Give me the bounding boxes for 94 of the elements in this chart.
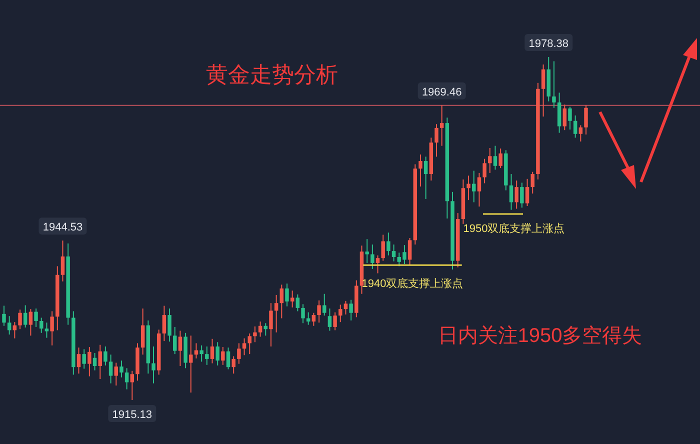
candlestick [338, 304, 342, 323]
candlestick [205, 346, 209, 366]
chart-title: 黄金走势分析 [206, 62, 338, 87]
candlestick [50, 310, 54, 346]
candlestick [34, 308, 38, 328]
candlestick [168, 308, 172, 342]
candlestick [333, 312, 337, 331]
candlestick [237, 342, 241, 364]
candlestick [434, 124, 438, 158]
candlestick [520, 182, 524, 208]
candlestick [253, 326, 257, 343]
candlestick [258, 321, 262, 338]
candlestick [365, 238, 369, 264]
candlestick [28, 308, 33, 336]
candlestick [381, 234, 385, 262]
candlestick [552, 60, 556, 108]
annotation: 日内关注1950多空得失 [438, 325, 642, 347]
candlestick [392, 244, 396, 262]
candlestick [370, 244, 374, 270]
candlestick [104, 346, 108, 366]
candlestick [40, 317, 44, 334]
candlestick [216, 342, 220, 366]
candlestick [130, 370, 134, 400]
candlestick [488, 147, 492, 174]
candlestick [82, 348, 86, 370]
candlestick [124, 368, 129, 390]
candlestick [269, 302, 273, 347]
candlestick [573, 114, 578, 138]
candlestick [248, 332, 252, 355]
candlestick [44, 322, 49, 338]
candlestick [509, 174, 514, 210]
candlestick [140, 308, 145, 356]
candlestick [472, 170, 476, 203]
candlestick [114, 362, 118, 386]
candlestick [88, 346, 92, 377]
candlestick [386, 232, 390, 256]
candlestick [477, 172, 482, 208]
candlestick [498, 148, 502, 169]
candlestick [557, 92, 562, 134]
candlestick [328, 308, 332, 332]
annotation: 1950双底支撑上涨点 [463, 222, 565, 235]
candlestick [317, 300, 321, 324]
candlestick [242, 338, 246, 356]
candlestick [189, 335, 193, 394]
candlestick [408, 238, 412, 266]
annotation: 1940双底支撑上涨点 [362, 277, 464, 290]
candlestick [7, 316, 12, 336]
candlestick [2, 305, 6, 326]
candlestick [172, 326, 177, 355]
annotation: 1944.53 [42, 222, 83, 234]
annotation: 1915.13 [112, 409, 152, 421]
candlestick [296, 294, 300, 312]
candlestick [301, 304, 305, 324]
annotation: 1978.38 [528, 38, 569, 50]
candlestick [578, 124, 583, 142]
candlestick [162, 305, 166, 342]
candlestick [108, 354, 113, 384]
candlestick [312, 312, 316, 326]
candlestick [18, 309, 22, 330]
candlestick [120, 360, 124, 378]
candlestick [98, 344, 102, 380]
annotation: 1969.46 [422, 86, 462, 98]
candlestick [285, 283, 289, 307]
candlestick [344, 300, 348, 315]
candlestick [226, 347, 230, 370]
candlestick [424, 156, 428, 200]
candlestick [493, 145, 498, 170]
candlestick [568, 106, 572, 130]
candlestick [514, 180, 518, 210]
candlestick [562, 104, 567, 131]
candlestick [530, 171, 534, 194]
candlestick [178, 330, 182, 366]
candlestick [525, 178, 530, 207]
candlestick [584, 104, 588, 135]
candlestick [92, 352, 97, 371]
candlestick [376, 254, 380, 274]
candlestick [210, 338, 214, 364]
candlestick [466, 175, 470, 201]
candlestick [440, 104, 444, 146]
candlestick [221, 346, 225, 366]
candlestick [418, 154, 422, 187]
candlestick [541, 64, 546, 118]
candlestick [60, 240, 65, 282]
candlestick [200, 344, 204, 362]
candlestick [349, 299, 353, 321]
candlestick [76, 347, 81, 374]
candlestick [482, 158, 486, 184]
candlestick [23, 304, 28, 328]
candlestick [280, 284, 284, 319]
candlestick [274, 294, 278, 333]
candlestick [232, 356, 236, 374]
candlestick [152, 346, 156, 384]
candlestick [290, 290, 294, 308]
candlestick [322, 293, 326, 316]
